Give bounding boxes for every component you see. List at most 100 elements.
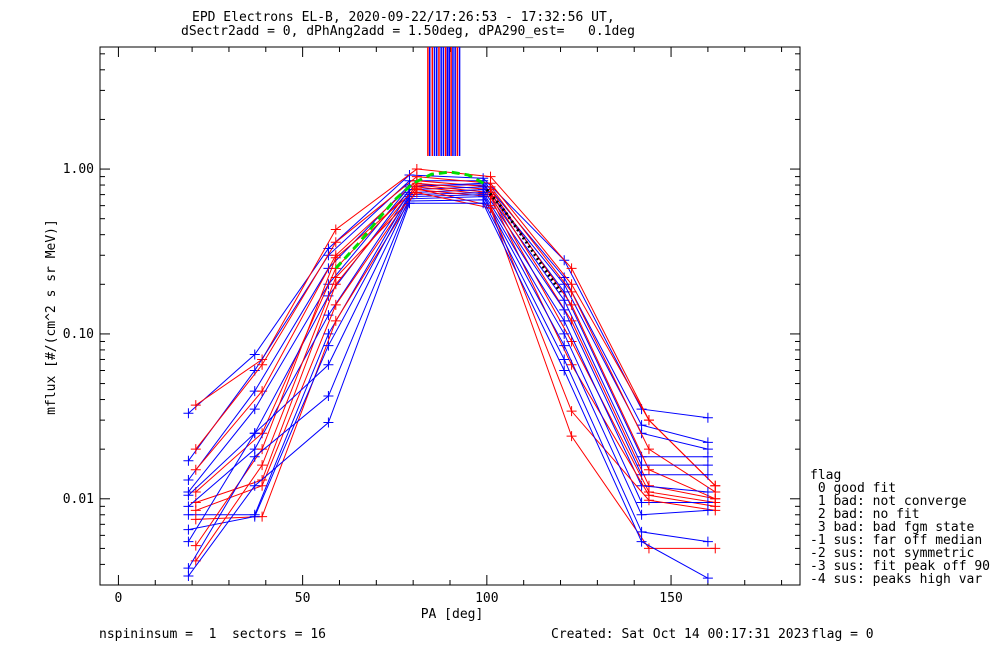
data-point-blue xyxy=(183,536,194,547)
series-line-red xyxy=(195,180,716,493)
data-point-blue xyxy=(636,509,647,520)
data-point-red xyxy=(643,495,654,506)
series-line-blue xyxy=(188,182,708,493)
x-tick-label: 100 xyxy=(475,591,498,606)
data-point-blue xyxy=(249,451,260,462)
fit-curves-layer xyxy=(334,170,562,293)
data-point-red xyxy=(643,543,654,554)
data-point-red xyxy=(190,400,201,411)
data-point-blue xyxy=(702,469,713,480)
data-point-blue xyxy=(559,315,570,326)
legend-item: -2 sus: not symmetric xyxy=(810,546,975,561)
chart-title-line1: EPD Electrons EL-B, 2020-09-22/17:26:53 … xyxy=(192,10,615,25)
legend-item: -4 sus: peaks high var xyxy=(810,572,983,587)
data-point-red xyxy=(257,444,268,455)
series-layer xyxy=(183,164,721,584)
data-point-blue xyxy=(559,295,570,306)
footer-created-timestamp: Created: Sat Oct 14 00:17:31 2023 xyxy=(551,627,810,642)
data-point-blue xyxy=(559,354,570,365)
data-point-blue xyxy=(702,451,713,462)
data-point-red xyxy=(330,237,341,248)
data-point-blue xyxy=(183,490,194,501)
legend-item: -1 sus: far off median xyxy=(810,533,983,548)
series-line-red xyxy=(195,186,716,511)
data-point-blue xyxy=(249,349,260,360)
data-point-blue xyxy=(404,198,415,209)
fit-curve-fit_green xyxy=(334,170,488,270)
series-line-blue xyxy=(187,199,708,569)
data-point-red xyxy=(643,415,654,426)
y-axis-label: mflux [#/(cm^2 s sr MeV)] xyxy=(44,219,59,415)
series-line-blue xyxy=(188,189,708,507)
y-tick-label: 1.00 xyxy=(63,162,94,177)
x-axis-label: PA [deg] xyxy=(421,607,484,622)
data-point-blue xyxy=(702,505,713,516)
series-line-red xyxy=(195,182,716,500)
fit-curve-fit_black xyxy=(485,188,562,293)
data-point-red xyxy=(411,187,422,198)
y-tick-label: 0.01 xyxy=(63,492,94,507)
data-point-red xyxy=(330,272,341,283)
legend-item: 2 bad: no fit xyxy=(810,507,920,522)
data-point-blue xyxy=(636,460,647,471)
legend-title: flag xyxy=(810,468,842,483)
data-point-blue xyxy=(559,365,570,376)
data-point-blue xyxy=(249,511,260,522)
data-point-blue xyxy=(249,428,260,439)
data-point-blue xyxy=(323,417,334,428)
series-line-blue xyxy=(188,174,708,419)
footer-flag: flag = 0 xyxy=(811,627,874,642)
data-point-blue xyxy=(323,328,334,339)
data-point-red xyxy=(257,359,268,370)
data-point-blue xyxy=(183,571,194,582)
data-point-blue xyxy=(183,501,194,512)
data-point-blue xyxy=(249,404,260,415)
data-point-red xyxy=(566,263,577,274)
data-point-red xyxy=(710,543,721,554)
vertical-lines-layer xyxy=(427,47,461,157)
legend: flag 0 good fit 1 bad: not converge 2 ba… xyxy=(810,469,990,586)
y-tick-label: 0.10 xyxy=(63,327,94,342)
series-line-blue xyxy=(187,196,708,542)
data-point-red xyxy=(330,263,341,274)
data-point-red xyxy=(330,315,341,326)
data-point-red xyxy=(190,464,201,475)
series-line-red xyxy=(195,176,716,487)
data-point-blue xyxy=(559,304,570,315)
data-point-blue xyxy=(478,198,489,209)
data-point-red xyxy=(330,224,341,235)
legend-item: 3 bad: bad fgm state xyxy=(810,520,975,535)
data-point-red xyxy=(190,514,201,525)
data-point-blue xyxy=(636,526,647,537)
x-tick-label: 150 xyxy=(659,591,682,606)
data-point-red xyxy=(190,540,201,551)
series-line-blue xyxy=(188,202,709,579)
data-point-blue xyxy=(323,391,334,402)
axes-layer: 0 50 100 150 0.01 0.10 1.00 xyxy=(63,46,801,606)
data-point-blue xyxy=(702,536,713,547)
data-point-red xyxy=(566,431,577,442)
data-point-blue xyxy=(183,455,194,466)
series-line-red xyxy=(195,184,716,503)
data-point-blue xyxy=(183,408,194,419)
series-line-red xyxy=(195,189,716,520)
legend-item: 0 good fit xyxy=(810,481,897,496)
data-point-blue xyxy=(559,340,570,351)
data-point-blue xyxy=(323,359,334,370)
x-tick-label: 0 xyxy=(115,591,123,606)
data-point-red xyxy=(643,464,654,475)
data-point-blue xyxy=(249,480,260,491)
data-point-blue xyxy=(702,412,713,423)
footer-sectors-info: nspininsum = 1 sectors = 16 xyxy=(99,627,326,642)
data-point-red xyxy=(257,460,268,471)
data-point-red xyxy=(566,299,577,310)
series-line-blue xyxy=(188,194,708,531)
data-point-red xyxy=(330,299,341,310)
data-point-blue xyxy=(183,475,194,486)
data-point-red xyxy=(190,505,201,516)
data-point-red xyxy=(566,406,577,417)
data-point-red xyxy=(330,252,341,263)
data-point-red xyxy=(190,444,201,455)
data-point-blue xyxy=(636,497,647,508)
